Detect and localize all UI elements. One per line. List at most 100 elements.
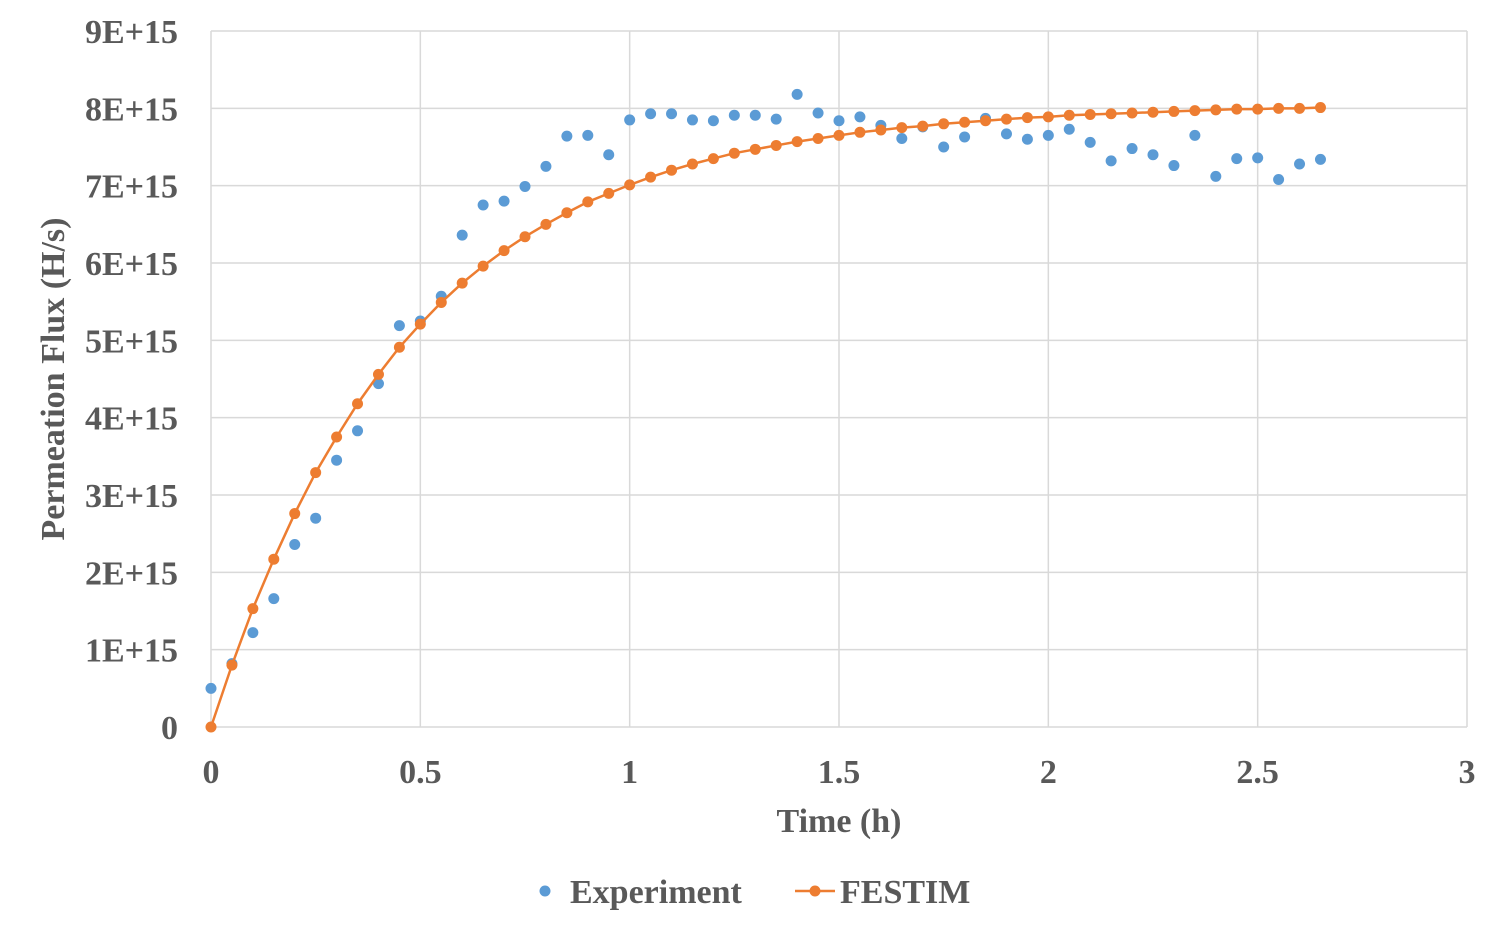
data-point-experiment bbox=[268, 593, 280, 605]
tick-labels: 0 1E+15 2E+15 3E+15 4E+15 5E+15 6E+15 7E+15 8E+1… bbox=[85, 14, 1476, 791]
data-point-festim bbox=[1042, 111, 1054, 123]
data-point-festim bbox=[812, 132, 824, 144]
legend-label-festim: FESTIM bbox=[840, 874, 970, 911]
data-point-festim bbox=[582, 196, 594, 208]
data-point-festim bbox=[1210, 104, 1222, 116]
y-tick-label: 4E+15 bbox=[85, 401, 178, 438]
data-point-festim bbox=[477, 260, 489, 272]
y-tick-label: 3E+15 bbox=[85, 478, 178, 515]
data-point-experiment bbox=[393, 320, 405, 332]
y-axis-title: Permeation Flux (H/s) bbox=[35, 218, 72, 541]
data-point-experiment bbox=[1084, 136, 1096, 148]
legend-label-experiment: Experiment bbox=[570, 874, 743, 911]
data-point-festim bbox=[1314, 102, 1326, 114]
data-point-experiment bbox=[624, 114, 636, 126]
data-point-festim bbox=[1126, 107, 1138, 119]
axes bbox=[210, 31, 1467, 728]
data-point-experiment bbox=[310, 512, 322, 524]
data-point-festim bbox=[1147, 106, 1159, 118]
data-point-experiment bbox=[205, 682, 217, 694]
legend-marker-experiment bbox=[539, 885, 551, 897]
data-point-festim bbox=[1273, 102, 1285, 114]
data-point-festim bbox=[938, 118, 950, 130]
data-point-experiment bbox=[854, 111, 866, 123]
data-point-experiment bbox=[959, 131, 971, 143]
y-tick-label: 0 bbox=[161, 710, 178, 747]
data-point-festim bbox=[372, 368, 384, 380]
data-point-experiment bbox=[352, 425, 364, 437]
data-point-experiment bbox=[707, 115, 719, 127]
data-point-experiment bbox=[456, 229, 468, 241]
data-point-festim bbox=[686, 158, 698, 170]
data-point-experiment bbox=[540, 160, 552, 172]
data-point-experiment bbox=[686, 114, 698, 126]
data-point-experiment bbox=[519, 180, 531, 192]
data-point-experiment bbox=[331, 454, 343, 466]
plot-area bbox=[205, 88, 1326, 733]
data-point-experiment bbox=[896, 132, 908, 144]
y-tick-label: 6E+15 bbox=[85, 246, 178, 283]
data-point-festim bbox=[1021, 112, 1033, 124]
data-point-experiment bbox=[833, 115, 845, 127]
data-point-experiment bbox=[498, 195, 510, 207]
data-point-festim bbox=[247, 603, 259, 615]
data-point-festim bbox=[456, 277, 468, 289]
data-point-festim bbox=[1252, 103, 1264, 115]
data-point-festim bbox=[435, 296, 447, 308]
y-tick-label: 7E+15 bbox=[85, 169, 178, 206]
data-point-festim bbox=[540, 218, 552, 230]
data-point-experiment bbox=[372, 378, 384, 390]
y-tick-label: 1E+15 bbox=[85, 633, 178, 670]
data-point-festim bbox=[896, 122, 908, 134]
data-point-experiment bbox=[938, 141, 950, 153]
x-tick-label: 1 bbox=[621, 754, 638, 791]
data-point-festim bbox=[352, 398, 364, 410]
data-point-festim bbox=[1294, 102, 1306, 114]
data-point-festim bbox=[791, 136, 803, 148]
data-point-festim bbox=[1000, 113, 1012, 125]
data-point-experiment bbox=[561, 130, 573, 142]
data-point-festim bbox=[289, 508, 301, 520]
data-point-festim bbox=[226, 659, 238, 671]
data-point-festim bbox=[519, 231, 531, 243]
data-point-experiment bbox=[1063, 123, 1075, 135]
data-point-festim bbox=[414, 318, 426, 330]
gridlines bbox=[211, 30, 1468, 727]
data-point-festim bbox=[624, 179, 636, 191]
x-tick-label: 1.5 bbox=[818, 754, 861, 791]
data-point-experiment bbox=[770, 113, 782, 125]
legend-marker-festim bbox=[809, 885, 821, 897]
data-point-festim bbox=[959, 116, 971, 128]
data-point-festim bbox=[603, 187, 615, 199]
data-point-experiment bbox=[477, 199, 489, 211]
data-point-festim bbox=[1168, 105, 1180, 117]
data-point-experiment bbox=[1294, 158, 1306, 170]
y-tick-label: 5E+15 bbox=[85, 323, 178, 360]
data-point-festim bbox=[728, 147, 740, 159]
data-point-experiment bbox=[749, 109, 761, 121]
legend: Experiment FESTIM bbox=[539, 874, 970, 911]
data-point-experiment bbox=[645, 108, 657, 120]
series-festim bbox=[205, 102, 1326, 733]
data-point-experiment bbox=[1042, 129, 1054, 141]
data-point-experiment bbox=[1105, 155, 1117, 167]
data-point-experiment bbox=[582, 129, 594, 141]
data-point-experiment bbox=[666, 108, 678, 120]
data-point-experiment bbox=[1147, 149, 1159, 161]
data-point-experiment bbox=[603, 149, 615, 161]
data-point-festim bbox=[833, 129, 845, 141]
x-tick-label: 3 bbox=[1459, 754, 1476, 791]
x-tick-label: 0.5 bbox=[399, 754, 442, 791]
x-tick-label: 2 bbox=[1040, 754, 1057, 791]
data-point-experiment bbox=[1231, 153, 1243, 165]
data-point-festim bbox=[707, 153, 719, 165]
data-point-festim bbox=[268, 553, 280, 565]
data-point-festim bbox=[980, 115, 992, 127]
data-point-festim bbox=[331, 431, 343, 443]
data-point-festim bbox=[666, 164, 678, 176]
data-point-festim bbox=[561, 207, 573, 219]
data-point-experiment bbox=[1210, 170, 1222, 182]
data-point-experiment bbox=[1168, 160, 1180, 172]
